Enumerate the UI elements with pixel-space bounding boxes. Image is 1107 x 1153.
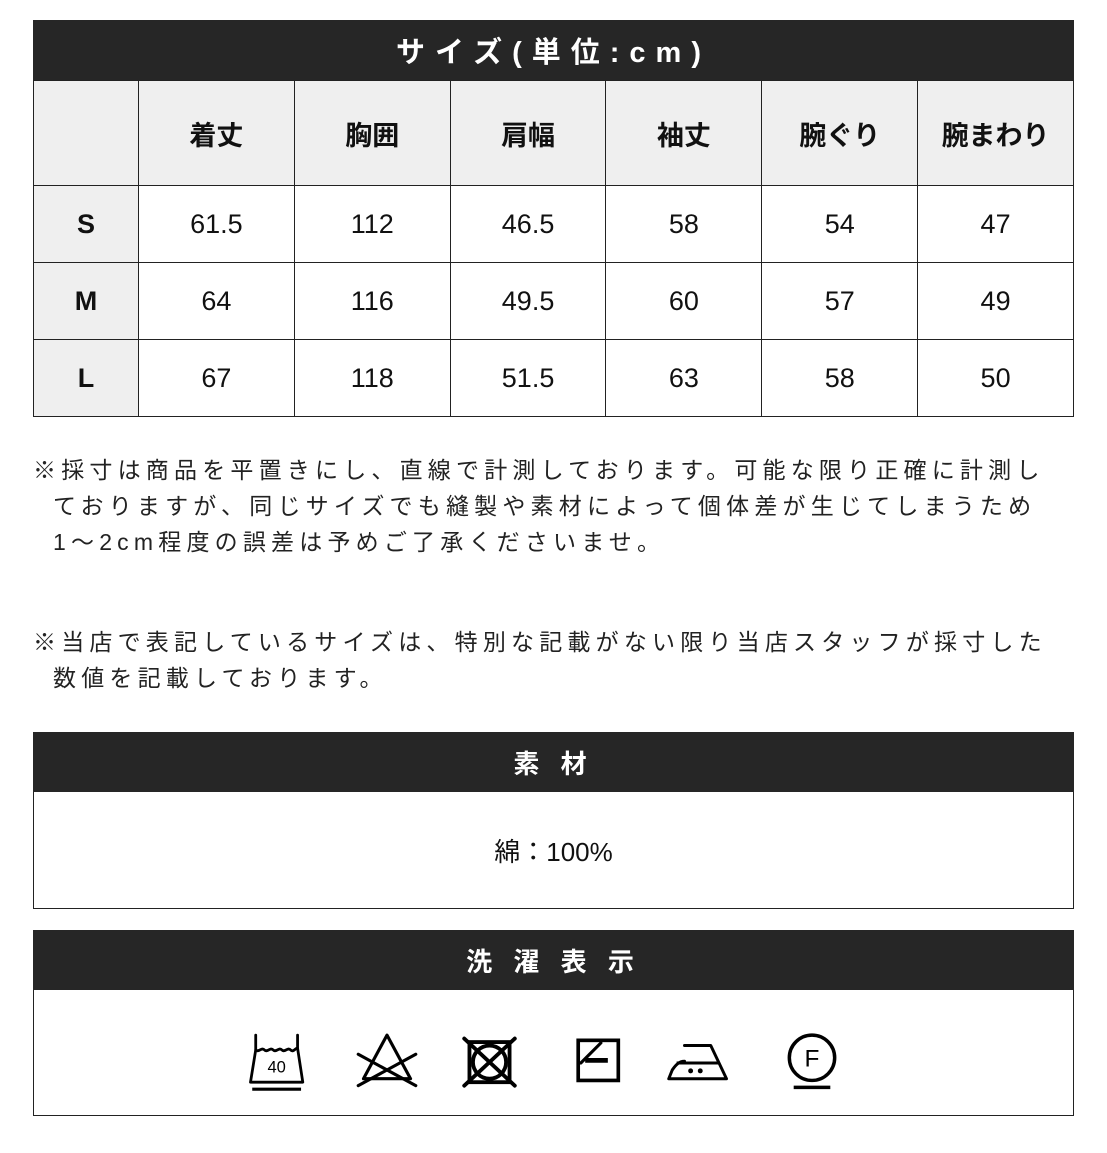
svg-text:40: 40	[268, 1058, 286, 1077]
svg-text:F: F	[804, 1045, 819, 1072]
